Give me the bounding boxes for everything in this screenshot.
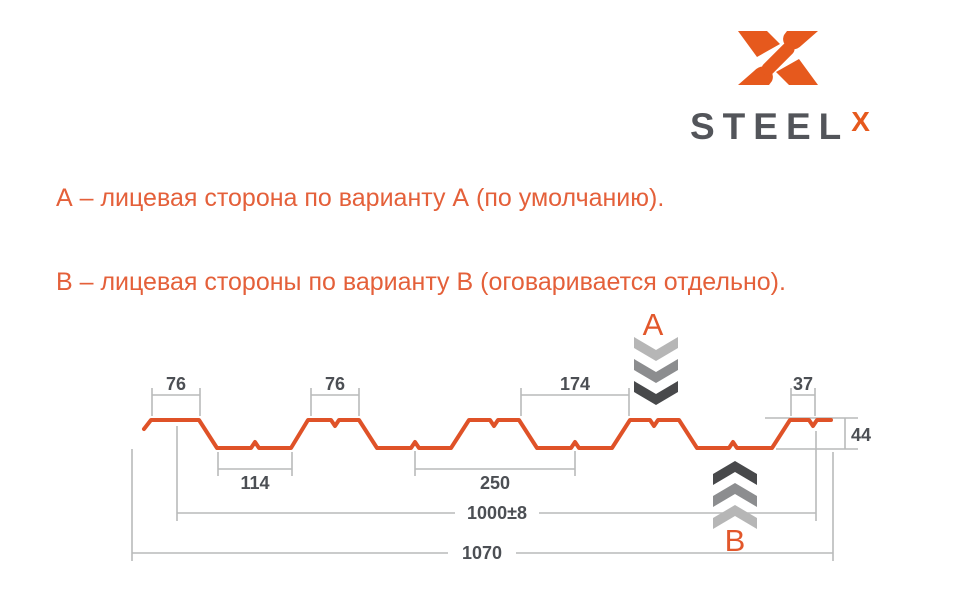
side-b-label: B <box>725 523 746 558</box>
steelx-logo-icon <box>738 31 818 85</box>
logo-center-bar <box>761 42 795 76</box>
dim-rib-pitch: 250 <box>480 473 510 493</box>
working-width-text-gap <box>455 503 539 523</box>
chevron-down-dark-icon <box>634 381 678 405</box>
dim-overall-width: 1070 <box>462 543 502 563</box>
chevron-up-dark-icon <box>713 461 757 485</box>
variant-b-description: В – лицевая стороны по варианту В (огова… <box>56 268 786 296</box>
side-a-label: A <box>643 307 664 342</box>
overall-width-text-gap <box>448 543 516 563</box>
chevron-down-mid-icon <box>634 359 678 383</box>
brand-wordmark: STEELX <box>690 106 870 148</box>
chevron-up-mid-icon <box>713 483 757 507</box>
dimension-lines <box>131 388 858 561</box>
dim-edge-flange: 37 <box>793 374 813 394</box>
dim-working-width: 1000±8 <box>467 503 527 523</box>
dim-profile-height: 44 <box>851 425 871 445</box>
brand-suffix-x: X <box>851 106 870 137</box>
side-b-arrows <box>713 461 757 529</box>
variant-a-description: А – лицевая сторона по варианту А (по ум… <box>56 184 665 212</box>
dim-valley-width: 114 <box>240 473 269 493</box>
logo-top-left-wedge <box>738 31 780 57</box>
dim-rib-top-opening: 174 <box>560 374 590 394</box>
dim-flange-top-left: 76 <box>166 374 186 394</box>
side-a-arrows <box>634 337 678 405</box>
profile-outline <box>142 418 833 450</box>
chevron-down-light-icon <box>634 337 678 361</box>
brand-name: STEEL <box>690 106 850 147</box>
dim-flange-top-mid: 76 <box>325 374 345 394</box>
chevron-up-light-icon <box>713 505 757 529</box>
logo-bottom-right-wedge <box>776 59 818 85</box>
